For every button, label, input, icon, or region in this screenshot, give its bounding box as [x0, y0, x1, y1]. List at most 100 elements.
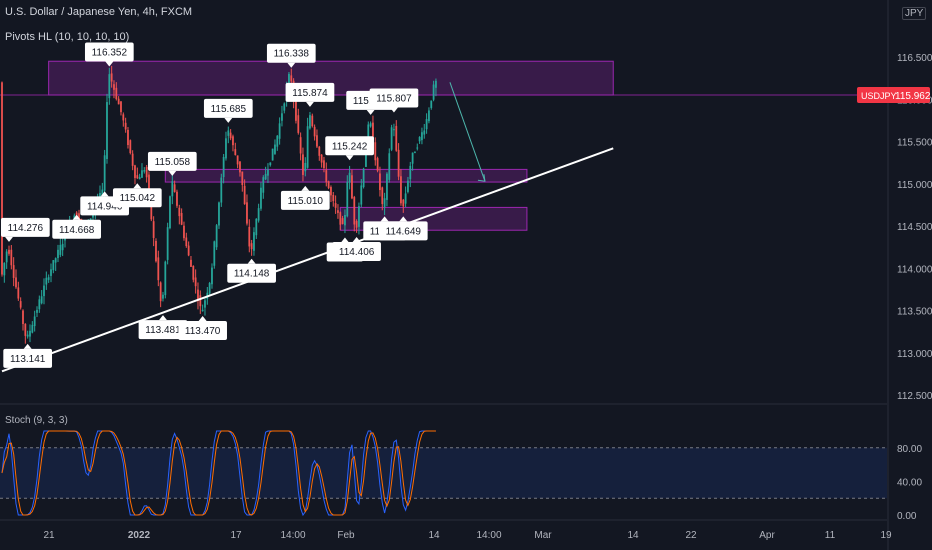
candle-body	[197, 289, 199, 301]
candle-body	[376, 158, 379, 171]
candle-body	[101, 189, 104, 197]
candle-body	[302, 154, 304, 175]
pivot-value: 113.481	[145, 325, 181, 336]
candle-body	[155, 240, 157, 262]
candle-body	[143, 170, 146, 172]
projection-arrow	[449, 82, 486, 182]
candle-body	[178, 207, 181, 217]
pivot-label: 113.481	[138, 315, 188, 340]
candles	[1, 65, 437, 344]
candle-body	[334, 203, 337, 208]
time-tick-label: 14	[428, 530, 440, 541]
pivot-label: 115.685	[203, 98, 253, 123]
candle-body	[218, 202, 220, 226]
candle-body	[138, 177, 141, 180]
pivot-label: 116.338	[266, 43, 316, 68]
candle-body	[5, 251, 8, 263]
candle-body	[309, 115, 311, 129]
candle-body	[348, 172, 351, 183]
candle-body	[430, 100, 433, 108]
time-tick-label: 17	[230, 530, 242, 541]
candle-body	[194, 277, 197, 287]
candle-body	[402, 199, 405, 207]
candle-body	[78, 213, 80, 222]
stoch-tick-label: 0.00	[897, 511, 917, 522]
price-tag-symbol: USDJPY	[861, 91, 897, 101]
candle-body	[337, 210, 339, 213]
stoch-tick-label: 40.00	[897, 477, 922, 488]
candle-body	[365, 148, 367, 167]
candle-body	[372, 122, 374, 145]
candle-body	[362, 168, 365, 187]
pivot-label-box	[52, 219, 102, 239]
candle-body	[176, 191, 178, 206]
stoch-tick-label: 80.00	[897, 444, 922, 455]
candle-body	[185, 237, 188, 247]
candle-body	[264, 173, 267, 180]
stoch-label: Stoch (9, 3, 3)	[5, 415, 68, 426]
time-tick-label: 2022	[128, 530, 151, 541]
candle-body	[243, 185, 246, 205]
currency-unit-badge[interactable]: JPY	[902, 7, 927, 20]
candle-body	[19, 301, 22, 308]
candle-body	[110, 73, 113, 82]
candle-body	[400, 176, 402, 204]
candle-body	[374, 142, 377, 161]
candle-body	[152, 221, 155, 238]
candle-body	[227, 130, 230, 136]
candle-body	[386, 173, 388, 200]
pivot-label: 113.470	[178, 316, 227, 341]
candle-body	[425, 119, 428, 130]
pivot-label-box	[84, 42, 134, 62]
candle-body	[134, 165, 136, 179]
candle-body	[346, 181, 349, 217]
candle-body	[108, 74, 111, 99]
candle-body	[136, 175, 139, 179]
pivot-value: 113.470	[185, 326, 221, 337]
pivot-value: 114.406	[339, 247, 375, 258]
supply-demand-zone	[164, 168, 528, 183]
candle-body	[59, 244, 62, 255]
candle-body	[341, 218, 344, 224]
pivot-pointer	[4, 236, 13, 242]
candle-body	[257, 208, 260, 221]
chart-title: U.S. Dollar / Japanese Yen, 4h, FXCM	[5, 6, 193, 18]
price-tick-label: 112.500	[897, 391, 932, 402]
candle-body	[43, 285, 45, 297]
candle-body	[323, 160, 325, 169]
candle-body	[316, 135, 318, 147]
pivot-pointer	[23, 343, 32, 349]
candle-body	[173, 184, 176, 192]
candle-body	[113, 84, 115, 90]
pivot-value: 115.058	[155, 157, 191, 168]
candle-body	[213, 241, 216, 266]
pivot-label: 115.242	[325, 136, 374, 161]
candle-body	[29, 330, 31, 337]
candle-body	[208, 282, 211, 294]
candle-body	[115, 87, 118, 100]
candle-body	[416, 147, 419, 149]
pivot-value: 115.242	[332, 141, 368, 152]
candle-body	[381, 187, 384, 205]
candle-body	[327, 181, 330, 189]
candle-body	[269, 162, 272, 166]
candle-body	[33, 316, 36, 327]
candle-body	[159, 282, 162, 302]
pivot-label: 115.807	[369, 88, 419, 113]
price-tick-label: 114.500	[897, 222, 932, 233]
pivot-label: 115.874	[285, 82, 335, 107]
pivot-label-box	[227, 263, 276, 283]
candle-body	[421, 132, 423, 141]
candle-body	[239, 161, 241, 173]
candle-body	[222, 157, 225, 178]
candle-body	[220, 177, 223, 203]
candle-body	[344, 214, 346, 226]
candle-body	[360, 185, 363, 205]
pivots: 114.276113.141114.668116.352114.946115.0…	[1, 42, 428, 368]
candle-body	[255, 218, 258, 236]
candle-body	[54, 258, 57, 263]
time-axis: 21 2022 17 14:00 Feb 14 14:00 Mar 14 22 Apr 11 19	[0, 519, 892, 541]
candle-body	[47, 277, 50, 280]
candle-body	[38, 299, 41, 310]
candle-body	[232, 136, 234, 146]
